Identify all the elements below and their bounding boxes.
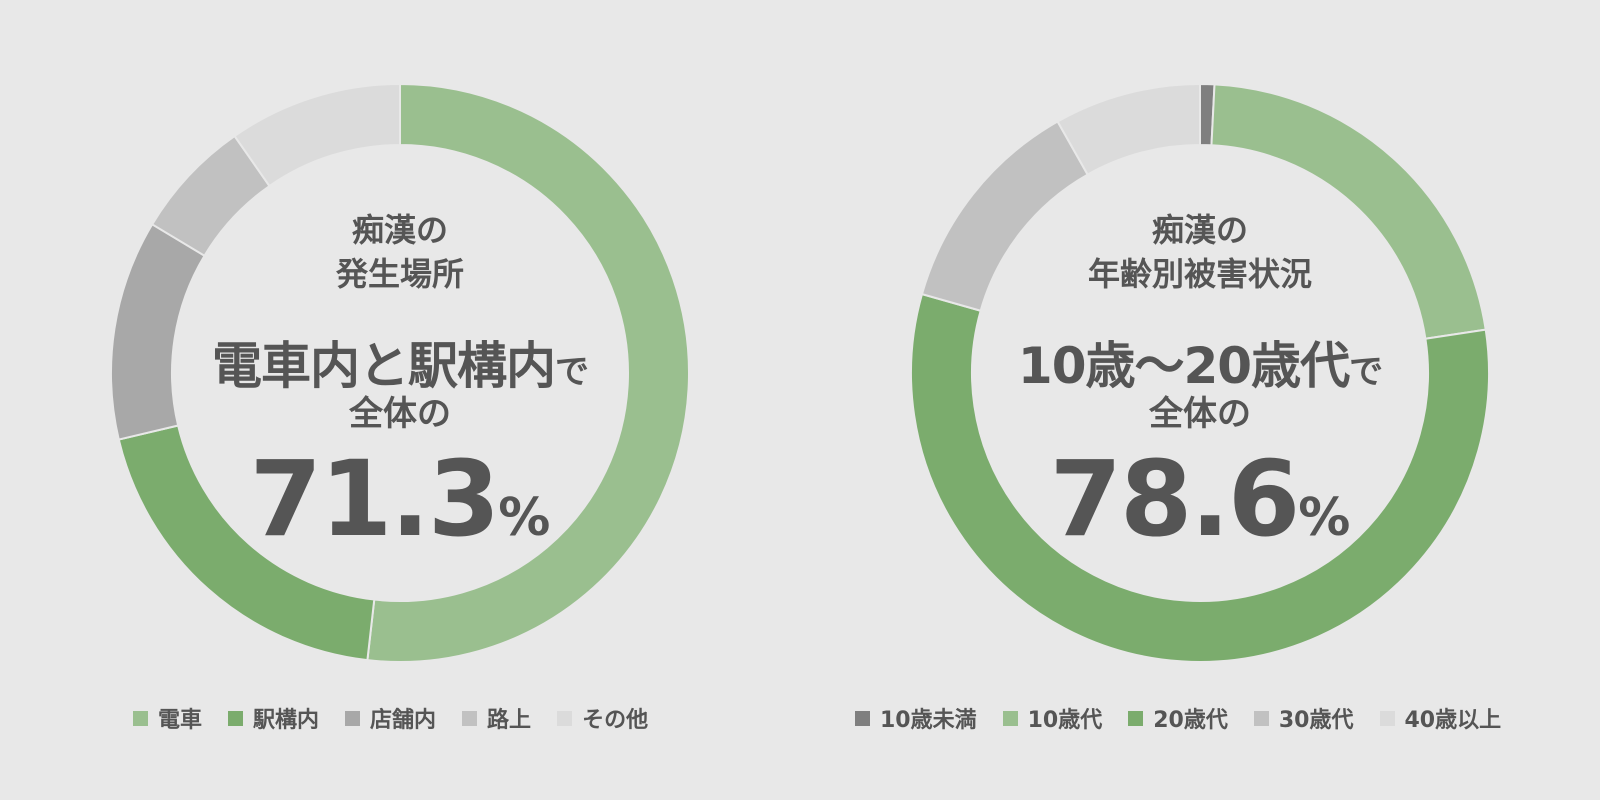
headline: 10歳〜20歳代で bbox=[900, 336, 1500, 402]
legend-swatch bbox=[462, 710, 478, 726]
subtext: 全体の bbox=[1149, 394, 1251, 434]
legend-label: 電車 bbox=[158, 708, 203, 733]
headline-suffix: で bbox=[1349, 352, 1383, 392]
legend-item: 電車 bbox=[133, 702, 202, 734]
legend-label: 駅構内 bbox=[253, 708, 320, 733]
legend-item: 路上 bbox=[462, 702, 531, 734]
legend-swatch bbox=[557, 710, 573, 726]
chart-title-line-1: 痴漢の bbox=[1151, 211, 1248, 249]
legend-item: 20歳代 bbox=[1128, 702, 1228, 734]
legend-item: 駅構内 bbox=[228, 702, 319, 734]
donut-slice-5 bbox=[233, 82, 401, 188]
legend-label: 20歳代 bbox=[1153, 708, 1228, 733]
legend-item: 店舗内 bbox=[345, 702, 436, 734]
donut-chart-age bbox=[910, 82, 1490, 663]
percent-value: 78.6 bbox=[1049, 438, 1301, 560]
legend-swatch bbox=[1253, 710, 1269, 726]
percent-unit: % bbox=[1298, 488, 1351, 548]
legend-swatch bbox=[133, 710, 148, 726]
legend-item: 40歳以上 bbox=[1379, 702, 1502, 734]
percent-value: 71.3 bbox=[249, 438, 501, 560]
headline: 電車内と駅構内で bbox=[100, 336, 700, 402]
legend-swatch bbox=[345, 710, 361, 726]
subtext: 全体の bbox=[349, 394, 451, 434]
legend-label: 40歳以上 bbox=[1404, 708, 1502, 733]
legend-label: 店舗内 bbox=[370, 708, 437, 733]
chart-title-line-2: 年齢別被害状況 bbox=[1087, 255, 1312, 293]
chart-title-line-2: 発生場所 bbox=[335, 255, 464, 293]
legend-label: 路上 bbox=[487, 708, 532, 733]
headline-suffix: で bbox=[555, 352, 589, 392]
chart-legend: 10歳未満 10歳代 20歳代 30歳代 40歳以上 bbox=[855, 701, 1501, 735]
legend-label: 10歳未満 bbox=[880, 708, 977, 733]
chart-title: 痴漢の 発生場所 bbox=[100, 208, 700, 296]
donut-chart-location bbox=[110, 82, 690, 663]
chart-title-line-1: 痴漢の bbox=[351, 211, 448, 249]
percent-display: 71.3% bbox=[100, 444, 700, 573]
legend-item: 10歳代 bbox=[1002, 702, 1103, 734]
chart-panel-age: 痴漢の 年齢別被害状況 10歳〜20歳代で 全体の 78.6% 10歳未満 10歳… bbox=[800, 0, 1600, 800]
chart-title: 痴漢の 年齢別被害状況 bbox=[900, 208, 1500, 296]
donut-slice-3 bbox=[910, 292, 1490, 663]
donut-slice-1 bbox=[366, 82, 690, 663]
headline-main: 電車内と駅構内 bbox=[212, 337, 556, 395]
legend-swatch bbox=[1379, 710, 1395, 726]
legend-swatch bbox=[1128, 710, 1144, 726]
legend-item: 10歳未満 bbox=[855, 702, 977, 734]
legend-swatch bbox=[855, 710, 870, 726]
legend-label: 10歳代 bbox=[1027, 708, 1103, 733]
legend-item: その他 bbox=[557, 702, 648, 734]
legend-item: 30歳代 bbox=[1253, 702, 1354, 734]
legend-swatch bbox=[228, 710, 244, 726]
percent-unit: % bbox=[498, 488, 551, 548]
chart-panel-location: 痴漢の 発生場所 電車内と駅構内で 全体の 71.3% 電車 駅構内 店舗内 路上 その… bbox=[100, 82, 700, 735]
legend-label: 30歳代 bbox=[1278, 708, 1354, 733]
donut-slice-5 bbox=[1056, 82, 1201, 176]
headline-main: 10歳〜20歳代 bbox=[1017, 337, 1350, 395]
percent-display: 78.6% bbox=[900, 444, 1500, 573]
legend-swatch bbox=[1002, 710, 1018, 726]
legend-label: その他 bbox=[582, 708, 649, 733]
chart-legend: 電車 駅構内 店舗内 路上 その他 bbox=[133, 701, 648, 735]
